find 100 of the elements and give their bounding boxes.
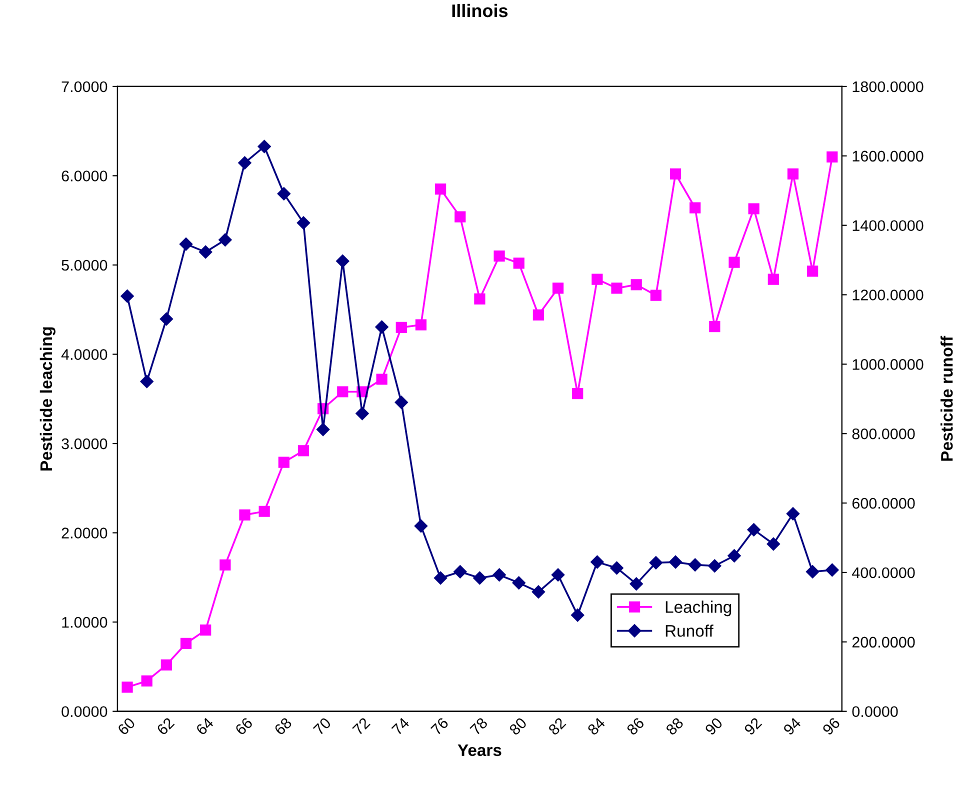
point (296, 216, 310, 230)
point (592, 274, 603, 285)
point (336, 254, 350, 268)
point (179, 237, 193, 251)
point (258, 140, 271, 154)
point (220, 559, 231, 570)
point (630, 279, 642, 290)
point (160, 659, 172, 670)
x-tick-label: 74 (391, 716, 410, 736)
y2-axis-title: Pesticide runoff (940, 336, 953, 461)
y-tick-label: 4.0000 (61, 349, 108, 360)
point (337, 386, 348, 398)
y-tick-label: 0.0000 (62, 706, 108, 718)
point (199, 245, 212, 259)
point (454, 565, 467, 578)
point (434, 184, 446, 195)
x-tick-label: 94 (782, 716, 802, 736)
y2-tick-label: 1400.0000 (852, 220, 924, 232)
point (513, 258, 524, 269)
y2-tick-label: 200.0000 (852, 636, 915, 648)
point (690, 202, 701, 214)
point (610, 561, 624, 575)
point (122, 682, 133, 693)
x-tick-label: 78 (470, 716, 488, 736)
y-tick-label: 5.0000 (62, 260, 108, 271)
y2-tick-label: 0.0000 (852, 706, 898, 718)
x-tick-label: 80 (508, 716, 528, 736)
point (494, 250, 505, 262)
point (571, 608, 584, 622)
y-tick-label: 2.0000 (62, 528, 108, 538)
point (277, 187, 290, 200)
point (590, 555, 604, 569)
point (434, 571, 448, 585)
x-tick-label: 92 (744, 717, 762, 736)
x-tick-label: 96 (822, 716, 841, 736)
y-axis-title: Pesticide leaching (40, 327, 56, 470)
y-tick-label: 6.0000 (62, 170, 108, 182)
legend-label: Runoff (666, 624, 714, 637)
point (668, 555, 682, 569)
x-tick-label: 88 (665, 716, 684, 736)
point (239, 509, 250, 520)
y-tick-label: 3.0000 (62, 438, 108, 450)
point (394, 396, 408, 409)
point (708, 559, 722, 572)
point (766, 537, 780, 551)
point (474, 293, 486, 304)
point (650, 290, 662, 301)
point (316, 422, 330, 436)
x-tick-label: 70 (312, 716, 332, 736)
point (670, 168, 682, 180)
y2-tick-label: 1600.0000 (852, 150, 924, 162)
point (532, 585, 546, 598)
point (512, 576, 526, 590)
point (415, 319, 427, 330)
point (787, 168, 799, 180)
chart-title: Illinois (452, 4, 508, 18)
point (630, 577, 643, 591)
y2-tick-label: 400.0000 (852, 567, 915, 578)
point (552, 282, 564, 294)
y2-tick-label: 600.0000 (852, 498, 915, 509)
point (376, 374, 388, 385)
point (200, 624, 212, 636)
point (414, 519, 428, 533)
point (611, 282, 622, 294)
x-axis-title: Years (458, 744, 502, 756)
point (786, 507, 800, 520)
point (278, 456, 290, 468)
point (141, 675, 152, 687)
point (356, 406, 369, 420)
point (826, 151, 838, 163)
point (826, 563, 839, 577)
point (473, 571, 486, 585)
x-tick-label: 86 (626, 716, 645, 736)
point (396, 322, 407, 334)
x-tick-label: 66 (234, 716, 254, 736)
point (238, 156, 252, 170)
point (747, 523, 760, 536)
point (120, 290, 134, 303)
x-tick-label: 72 (352, 717, 370, 736)
point (492, 568, 506, 582)
x-tick-label: 62 (156, 717, 175, 736)
point (180, 638, 192, 650)
x-tick-label: 90 (704, 716, 724, 736)
point (298, 445, 310, 456)
point (806, 565, 820, 578)
point (551, 568, 565, 582)
y-tick-label: 7.0000 (62, 81, 108, 92)
point (688, 558, 702, 572)
x-tick-label: 82 (548, 717, 566, 736)
point (140, 374, 154, 388)
point (728, 256, 740, 268)
point (375, 320, 388, 334)
point (258, 506, 270, 517)
point (728, 549, 741, 562)
y2-tick-label: 1800.0000 (852, 81, 924, 92)
y-tick-label: 1.0000 (62, 616, 108, 628)
point (748, 203, 760, 214)
y2-tick-label: 800.0000 (852, 428, 915, 440)
point (709, 321, 720, 332)
y2-tick-label: 1200.0000 (852, 290, 924, 300)
